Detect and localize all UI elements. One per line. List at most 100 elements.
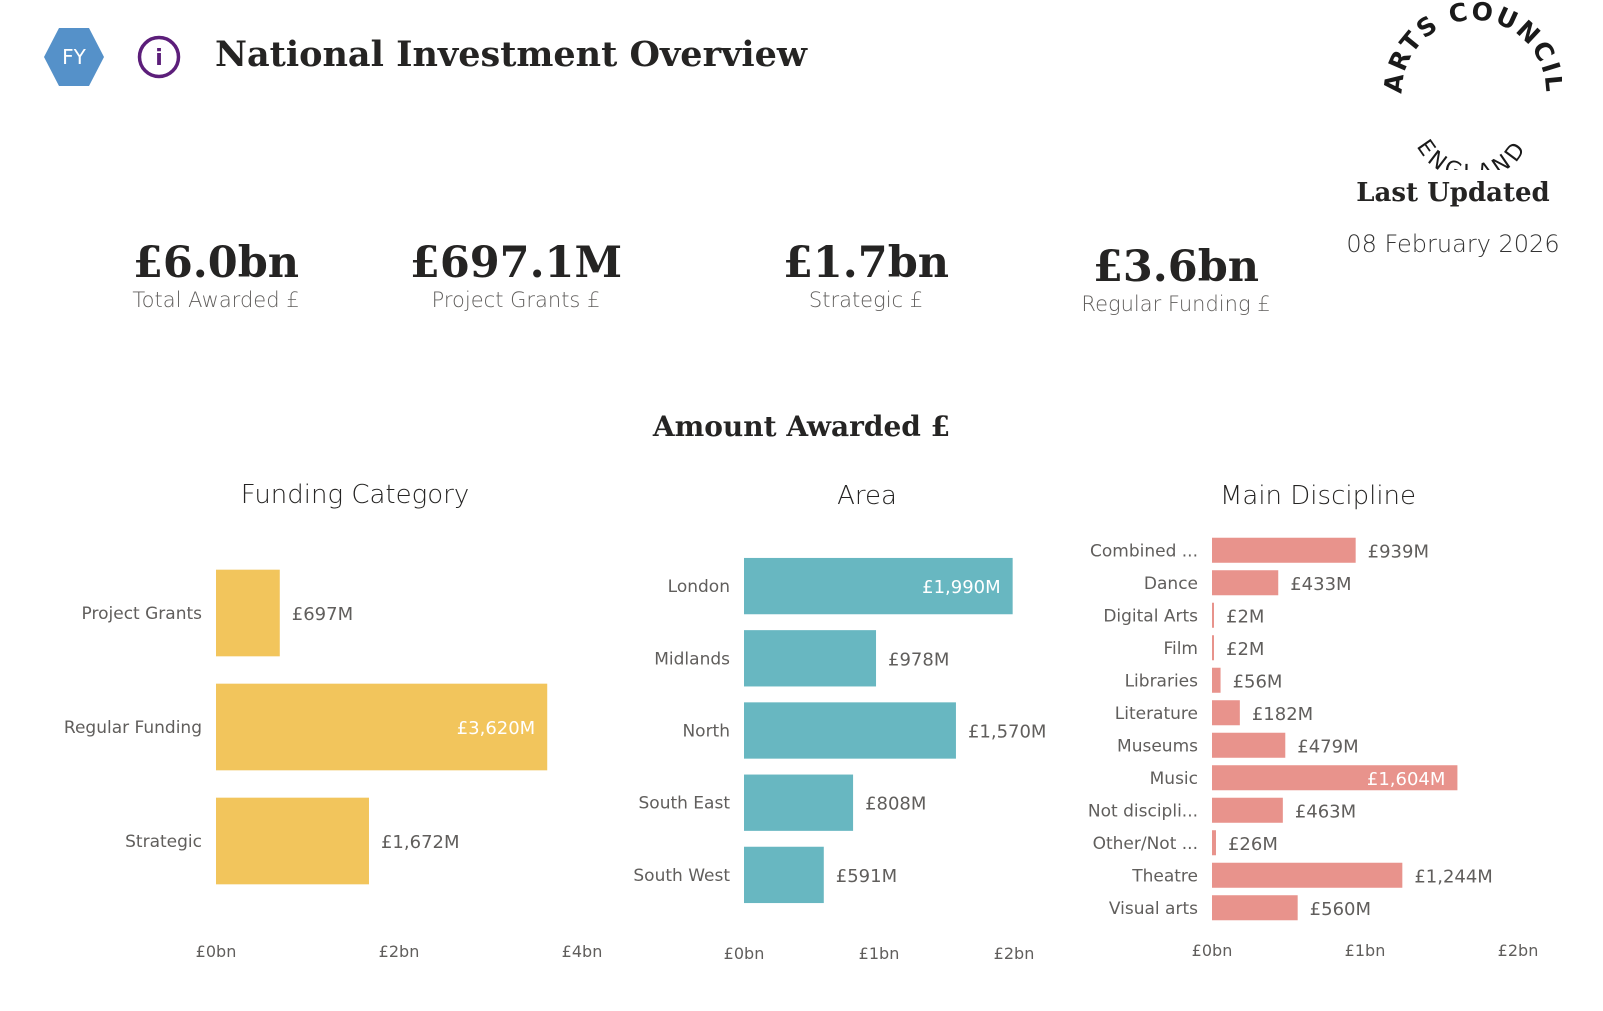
- value-label: £3,620M: [457, 718, 536, 739]
- arts-council-england-logo: ARTS COUNCIL ENGLAND: [1378, 0, 1567, 186]
- kpi-value: £1.7bn: [782, 238, 950, 288]
- x-tick-label: £2bn: [994, 944, 1035, 963]
- category-label: Libraries: [1125, 671, 1199, 691]
- kpi-regular-funding: £3.6bn Regular Funding £: [1056, 242, 1296, 316]
- x-tick-label: £2bn: [1498, 941, 1539, 960]
- x-tick-label: £2bn: [379, 942, 420, 961]
- main-discipline-chart: Main Discipline Combined ... £939M Dance £43…: [1080, 470, 1580, 990]
- value-label: £591M: [836, 866, 897, 887]
- kpi-value: £697.1M: [409, 238, 623, 288]
- category-label: Not discipli...: [1088, 801, 1198, 821]
- bar-literature[interactable]: [1212, 700, 1240, 726]
- last-updated-label: Last Updated: [1356, 178, 1550, 208]
- x-tick-label: £0bn: [1192, 941, 1233, 960]
- x-tick-label: £0bn: [724, 944, 765, 963]
- bar-south-west[interactable]: [744, 846, 824, 904]
- value-label: £2M: [1226, 606, 1264, 627]
- last-updated-date: 08 February 2026: [1346, 230, 1560, 258]
- svg-text:i: i: [155, 46, 163, 71]
- bar-theatre[interactable]: [1212, 862, 1403, 888]
- category-label: South West: [633, 866, 730, 886]
- bar-music[interactable]: [1212, 765, 1458, 791]
- bar-other-not[interactable]: [1212, 830, 1216, 856]
- category-label: Project Grants: [82, 604, 203, 624]
- bar-dance[interactable]: [1212, 570, 1279, 596]
- chart-title: Funding Category: [241, 480, 469, 510]
- value-label: £1,244M: [1414, 866, 1493, 887]
- value-label: £978M: [888, 649, 949, 670]
- value-label: £697M: [292, 604, 353, 625]
- logo-top-text: ARTS COUNCIL: [1378, 0, 1567, 95]
- x-tick-label: £4bn: [562, 942, 603, 961]
- main-discipline-svg: Main Discipline Combined ... £939M Dance £43…: [1088, 481, 1539, 960]
- value-label: £56M: [1233, 671, 1283, 692]
- value-label: £808M: [865, 794, 926, 815]
- section-title: Amount Awarded £: [652, 410, 951, 443]
- funding-category-chart: Funding Category Project Grants £697M Regul…: [0, 470, 620, 990]
- category-label: Literature: [1115, 704, 1198, 724]
- value-label: £1,990M: [922, 577, 1001, 598]
- fy-filter-button[interactable]: FY: [44, 28, 104, 86]
- value-label: £26M: [1228, 834, 1278, 855]
- svg-text:ENGLAND: ENGLAND: [1411, 135, 1533, 170]
- category-label: Other/Not ...: [1093, 834, 1198, 854]
- category-label: Regular Funding: [64, 718, 202, 738]
- bar-visual-arts[interactable]: [1212, 895, 1298, 921]
- x-tick-label: £1bn: [1345, 941, 1386, 960]
- svg-text:ARTS COUNCIL: ARTS COUNCIL: [1382, 0, 1562, 95]
- logo-bottom-text: ENGLAND: [1411, 135, 1529, 186]
- bar-north[interactable]: [744, 702, 956, 759]
- value-label: £479M: [1297, 736, 1358, 757]
- bar-libraries[interactable]: [1212, 667, 1221, 693]
- value-label: £560M: [1310, 899, 1371, 920]
- bar-project-grants[interactable]: [216, 569, 280, 657]
- category-label: South East: [639, 794, 731, 814]
- x-tick-label: £0bn: [196, 942, 237, 961]
- kpi-label: Project Grants £: [431, 288, 601, 312]
- category-label: Visual arts: [1109, 899, 1198, 919]
- bar-museums[interactable]: [1212, 732, 1286, 758]
- kpi-label: Total Awarded £: [132, 288, 300, 312]
- bar-digital-arts[interactable]: [1212, 602, 1214, 628]
- kpi-label: Regular Funding £: [1081, 292, 1271, 316]
- bar-midlands[interactable]: [744, 630, 877, 687]
- area-svg: Area London £1,990M Midlands £978M North £1,57…: [633, 481, 1047, 963]
- kpi-value: £6.0bn: [132, 238, 300, 288]
- kpi-project-grants: £697.1M Project Grants £: [396, 238, 636, 312]
- kpi-total-awarded: £6.0bn Total Awarded £: [96, 238, 336, 312]
- chart-title: Area: [837, 481, 897, 511]
- kpi-label: Strategic £: [808, 288, 924, 312]
- value-label: £2M: [1226, 639, 1264, 660]
- value-label: £1,604M: [1367, 769, 1446, 790]
- bar-london[interactable]: [744, 557, 1013, 615]
- funding-category-svg: Funding Category Project Grants £697M Regul…: [64, 480, 603, 961]
- category-label: Museums: [1117, 736, 1198, 756]
- category-label: Digital Arts: [1103, 606, 1198, 626]
- x-tick-label: £1bn: [859, 944, 900, 963]
- kpi-value: £3.6bn: [1092, 242, 1260, 292]
- kpi-strategic: £1.7bn Strategic £: [746, 238, 986, 312]
- category-label: London: [668, 577, 730, 597]
- bar-combined[interactable]: [1212, 537, 1356, 563]
- category-label: Combined ...: [1090, 541, 1198, 561]
- area-chart: Area London £1,990M Midlands £978M North £1,57…: [620, 470, 1080, 990]
- category-label: Music: [1150, 769, 1198, 789]
- bar-south-east[interactable]: [744, 774, 854, 831]
- value-label: £939M: [1368, 541, 1429, 562]
- info-button[interactable]: i: [136, 34, 182, 80]
- value-label: £1,672M: [381, 832, 460, 853]
- value-label: £463M: [1295, 801, 1356, 822]
- category-label: Dance: [1144, 574, 1198, 594]
- bar-strategic[interactable]: [216, 797, 369, 885]
- bar-regular-funding[interactable]: [216, 683, 548, 771]
- page-title: National Investment Overview: [215, 34, 808, 75]
- category-label: North: [682, 722, 730, 742]
- chart-title: Main Discipline: [1220, 481, 1416, 511]
- category-label: Theatre: [1131, 866, 1198, 886]
- bar-film[interactable]: [1212, 635, 1214, 661]
- info-icon: i: [137, 35, 181, 79]
- category-label: Strategic: [125, 832, 202, 852]
- category-label: Film: [1163, 639, 1198, 659]
- value-label: £1,570M: [968, 722, 1047, 743]
- bar-not-discipli[interactable]: [1212, 797, 1283, 823]
